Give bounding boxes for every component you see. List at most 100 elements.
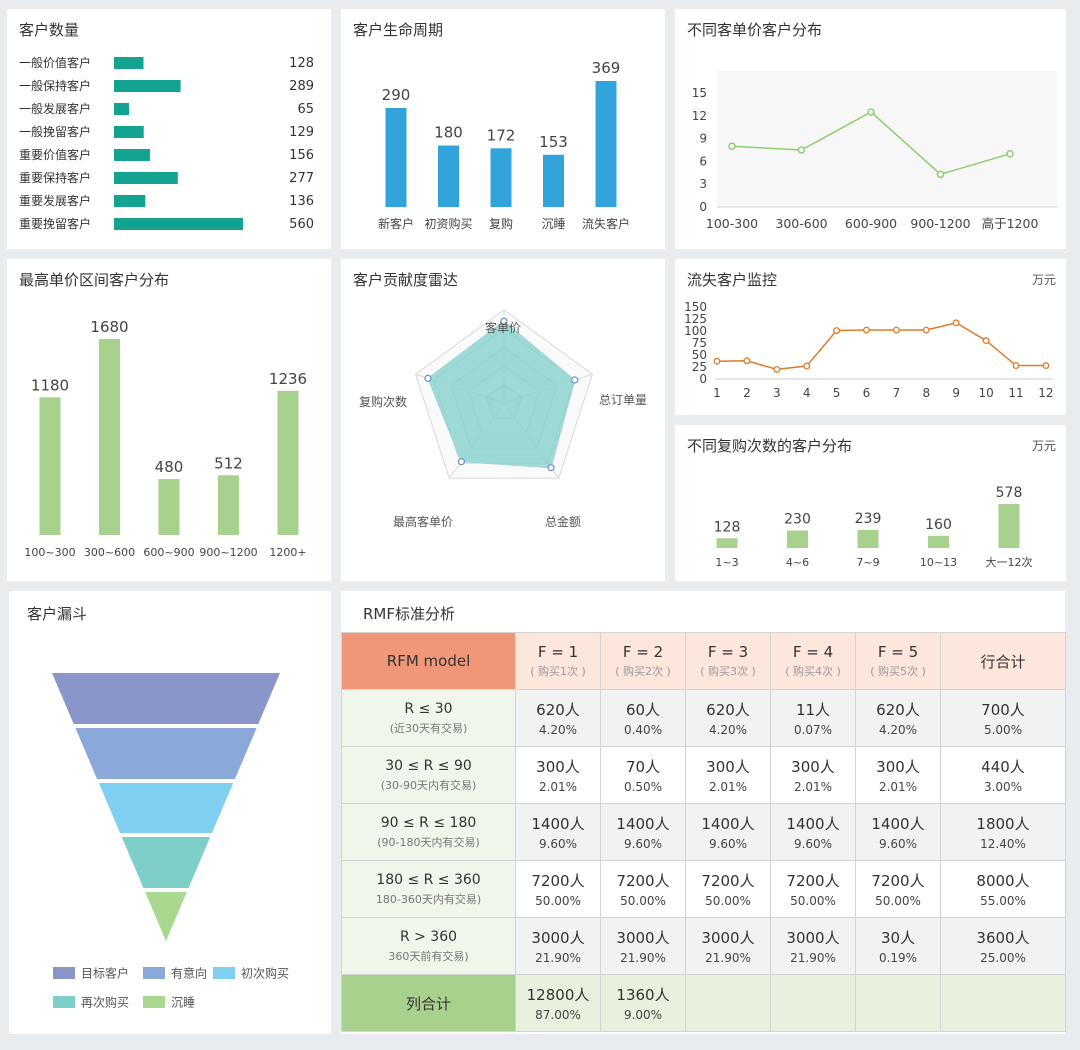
data-point bbox=[1006, 150, 1014, 158]
cell-count: 620人 bbox=[536, 701, 580, 719]
radar-point bbox=[457, 458, 465, 466]
table-cell: 440人 3.00% bbox=[940, 746, 1066, 804]
table-cell: 1400人 9.60% bbox=[685, 803, 771, 861]
total-cell: 12800人 87.00% bbox=[515, 974, 601, 1032]
bar bbox=[385, 107, 407, 207]
category-label: 复购 bbox=[489, 216, 513, 231]
legend-label: 初次购买 bbox=[241, 966, 289, 981]
category-label: 一般保持客户 bbox=[19, 78, 91, 93]
column-header: F = 2 ( 购买2次 ) bbox=[600, 632, 686, 690]
category-label: 7~9 bbox=[856, 556, 879, 569]
x-tick-label: 900-1200 bbox=[910, 216, 970, 231]
total-row: 列合计 12800人 87.00% 1360人 9.00% bbox=[341, 974, 1066, 1032]
max-price-chart: 1180 100~300 1680 300~600 480 600~900 512 900~1… bbox=[24, 318, 307, 559]
data-label: 136 bbox=[289, 194, 314, 209]
data-label: 578 bbox=[996, 485, 1023, 501]
y-tick-label: 75 bbox=[692, 336, 707, 350]
data-point bbox=[867, 108, 875, 116]
column-header-main: 行合计 bbox=[980, 652, 1026, 671]
table-cell: 1400人 9.60% bbox=[600, 803, 686, 861]
bar bbox=[158, 479, 180, 535]
bar bbox=[490, 148, 512, 207]
column-header: F = 4 ( 购买4次 ) bbox=[770, 632, 856, 690]
category-label: 300~600 bbox=[84, 546, 135, 559]
y-tick-label: 50 bbox=[692, 348, 707, 362]
row-header-sub: 360天前有交易) bbox=[388, 949, 469, 963]
table-cell: 70人 0.50% bbox=[600, 746, 686, 804]
data-label: 172 bbox=[487, 126, 516, 144]
data-point bbox=[803, 362, 811, 370]
row-header: R > 360 360天前有交易) bbox=[341, 917, 516, 975]
legend-label: 沉睡 bbox=[171, 996, 195, 1010]
data-label: 1236 bbox=[269, 370, 307, 388]
table-cell: 1400人 9.60% bbox=[855, 803, 941, 861]
bar bbox=[114, 126, 144, 138]
bar bbox=[114, 80, 181, 92]
table-cell: 1400人 9.60% bbox=[515, 803, 601, 861]
panel-title: 客户生命周期 bbox=[353, 21, 444, 39]
cell-count: 1400人 bbox=[531, 815, 585, 833]
column-header-sub: ( 购买2次 ) bbox=[615, 665, 671, 678]
bar bbox=[114, 103, 129, 115]
data-label: 480 bbox=[155, 458, 184, 476]
legend-swatch bbox=[53, 996, 75, 1008]
table-cell: 7200人 50.00% bbox=[600, 860, 686, 918]
cell-count: 7200人 bbox=[786, 872, 840, 890]
radar-axis-label: 总金额 bbox=[545, 514, 581, 529]
table-cell: 1400人 9.60% bbox=[770, 803, 856, 861]
bar bbox=[928, 535, 949, 548]
panel-title: 不同客单价客户分布 bbox=[687, 21, 823, 39]
y-tick-label: 0 bbox=[699, 200, 707, 214]
row-header-sub: (近30天有交易) bbox=[389, 721, 468, 735]
cell-count: 300人 bbox=[791, 758, 835, 776]
column-header: F = 5 ( 购买5次 ) bbox=[855, 632, 941, 690]
cell-percent: 2.01% bbox=[708, 780, 748, 794]
cell-percent: 9.60% bbox=[538, 837, 578, 851]
category-label: 900~1200 bbox=[199, 546, 257, 559]
cell-count: 3000人 bbox=[786, 929, 840, 947]
x-tick-label: 600-900 bbox=[845, 216, 897, 231]
x-tick-label: 9 bbox=[952, 386, 960, 400]
cell-count: 3000人 bbox=[531, 929, 585, 947]
data-point bbox=[952, 319, 960, 327]
cell-percent: 3.00% bbox=[983, 780, 1023, 794]
total-cell-obscured bbox=[855, 974, 941, 1032]
column-header-main: F = 5 bbox=[877, 643, 919, 661]
x-tick-label: 3 bbox=[773, 386, 781, 400]
data-label: 512 bbox=[214, 454, 243, 472]
bar bbox=[39, 397, 61, 535]
table-row: R > 360 360天前有交易) 3000人 21.90% 3000人 21.90% 30… bbox=[341, 917, 1066, 975]
x-tick-label: 8 bbox=[922, 386, 930, 400]
y-tick-label: 0 bbox=[699, 372, 707, 386]
row-header-main: R ≤ 30 bbox=[404, 700, 453, 717]
repeat-panel: 不同复购次数的客户分布 万元 128 1~3 230 4~6 239 7~9 160 10~1… bbox=[675, 425, 1066, 581]
cell-count: 300人 bbox=[876, 758, 920, 776]
legend-label: 目标客户 bbox=[81, 966, 129, 981]
radar-area bbox=[427, 320, 576, 469]
row-header-sub: (90-180天内有交易) bbox=[377, 835, 480, 849]
price-dist-chart: 0 3 6 9 12 15 100-300 300-600 600-900 900-1200 高于1… bbox=[692, 71, 1057, 231]
x-tick-label: 11 bbox=[1008, 386, 1023, 400]
column-header-sub: ( 购买4次 ) bbox=[785, 665, 841, 678]
funnel-stage bbox=[75, 728, 257, 779]
data-point bbox=[833, 327, 841, 334]
radar-point bbox=[571, 376, 579, 384]
table-cell: 3000人 21.90% bbox=[600, 917, 686, 975]
price-dist-panel: 不同客单价客户分布 0 3 6 9 12 15 100-300 300-600 600-900 9… bbox=[675, 9, 1066, 249]
data-label: 156 bbox=[289, 148, 314, 163]
category-label: 600~900 bbox=[143, 546, 194, 559]
cell-count: 300人 bbox=[536, 758, 580, 776]
x-tick-label: 7 bbox=[893, 386, 901, 400]
y-tick-label: 100 bbox=[684, 324, 707, 338]
x-tick-label: 10 bbox=[978, 386, 993, 400]
category-label: 一般价值客户 bbox=[19, 55, 91, 70]
cell-count: 11人 bbox=[795, 701, 831, 719]
row-header: 90 ≤ R ≤ 180 (90-180天内有交易) bbox=[341, 803, 516, 861]
cell-percent: 50.00% bbox=[790, 894, 836, 908]
legend-swatch bbox=[143, 996, 165, 1008]
y-tick-label: 125 bbox=[684, 312, 707, 326]
category-label: 初资购买 bbox=[424, 216, 472, 231]
cell-count: 1400人 bbox=[701, 815, 755, 833]
